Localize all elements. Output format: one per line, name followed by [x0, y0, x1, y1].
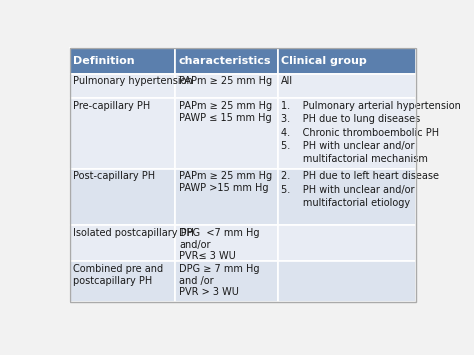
Bar [278, 74, 416, 98]
Bar [70, 261, 175, 302]
Text: PAPm ≥ 25 mm Hg
PAWP ≤ 15 mm Hg: PAPm ≥ 25 mm Hg PAWP ≤ 15 mm Hg [179, 101, 272, 123]
Text: Clinical group: Clinical group [281, 56, 367, 66]
Text: PAPm ≥ 25 mm Hg: PAPm ≥ 25 mm Hg [179, 76, 272, 87]
Text: All: All [281, 76, 293, 87]
Text: 1.    Pulmonary arterial hypertension
3.    PH due to lung diseases
4.    Chroni: 1. Pulmonary arterial hypertension 3. PH… [281, 101, 461, 164]
Text: Pulmonary hypertension: Pulmonary hypertension [73, 76, 193, 87]
Bar [70, 74, 175, 98]
Text: 2.    PH due to left heart disease
5.    PH with unclear and/or
       multifact: 2. PH due to left heart disease 5. PH wi… [281, 171, 439, 208]
Text: Combined pre and
postcapillary PH: Combined pre and postcapillary PH [73, 264, 164, 285]
Bar [175, 169, 278, 225]
Text: Definition: Definition [73, 56, 135, 66]
Text: DPG  <7 mm Hg
and/or
PVR≤ 3 WU: DPG <7 mm Hg and/or PVR≤ 3 WU [179, 228, 259, 261]
Bar [70, 169, 175, 225]
Text: Isolated postcapillary PH: Isolated postcapillary PH [73, 228, 194, 238]
Bar [70, 48, 175, 74]
Text: characteristics: characteristics [179, 56, 272, 66]
Bar [278, 261, 416, 302]
Bar [278, 48, 416, 74]
Text: DPG ≥ 7 mm Hg
and /or
PVR > 3 WU: DPG ≥ 7 mm Hg and /or PVR > 3 WU [179, 264, 259, 297]
Text: PAPm ≥ 25 mm Hg
PAWP >15 mm Hg: PAPm ≥ 25 mm Hg PAWP >15 mm Hg [179, 171, 272, 193]
Text: Post-capillary PH: Post-capillary PH [73, 171, 155, 181]
Bar [175, 48, 278, 74]
Bar [175, 261, 278, 302]
Bar [278, 225, 416, 261]
Bar [70, 225, 175, 261]
Bar [175, 225, 278, 261]
Bar [278, 98, 416, 169]
Text: Pre-capillary PH: Pre-capillary PH [73, 101, 150, 111]
Bar [175, 98, 278, 169]
Bar [175, 74, 278, 98]
Bar [278, 169, 416, 225]
Bar [70, 98, 175, 169]
